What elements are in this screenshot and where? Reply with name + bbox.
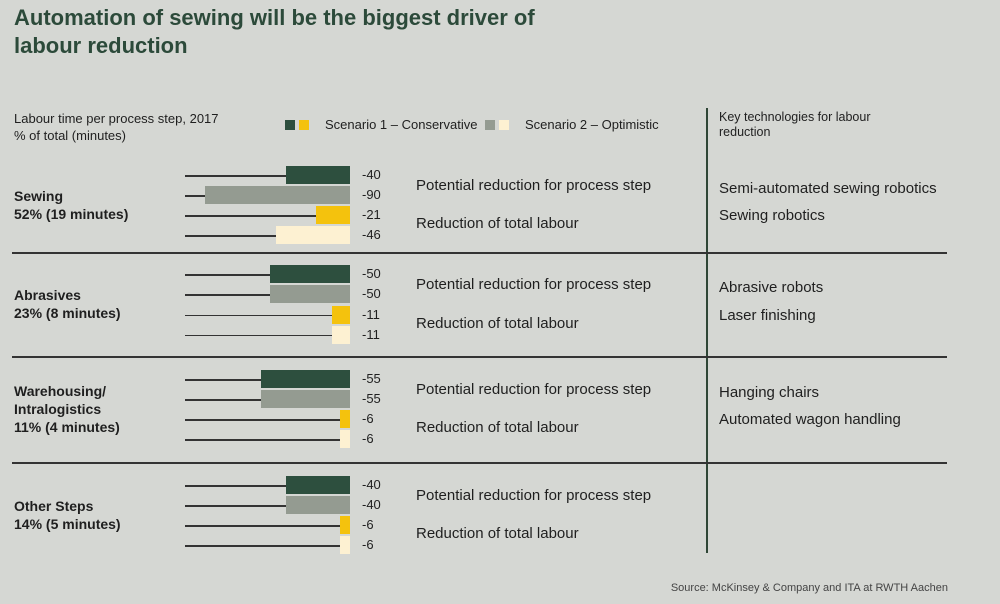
technology-item: Hanging chairs [719, 384, 820, 401]
category-share: 14% (5 minutes) [14, 516, 121, 532]
bar-baseline [185, 294, 270, 296]
category-label-1: Abrasives 23% (8 minutes) [14, 286, 121, 322]
value-label: -40 [362, 477, 381, 492]
bar-baseline [185, 235, 276, 237]
value-label: -6 [362, 537, 374, 552]
category-share: 52% (19 minutes) [14, 206, 129, 222]
value-label: -11 [362, 326, 380, 342]
vertical-divider [706, 108, 708, 553]
bar-2-1 [261, 390, 350, 408]
bar-1-2 [332, 305, 350, 324]
bar-baseline [185, 419, 341, 421]
value-label: -50 [362, 286, 381, 302]
legend-swatch [285, 119, 295, 130]
technology-item: Automated wagon handling [719, 411, 901, 428]
bar-baseline [185, 505, 286, 507]
bar-baseline [185, 525, 341, 527]
value-label: -55 [362, 371, 381, 386]
category-label-0: Sewing 52% (19 minutes) [14, 187, 128, 223]
bar-1-0 [269, 265, 350, 283]
bar-3-0 [285, 476, 350, 494]
legend-label: Scenario 2 – Optimistic [525, 117, 659, 132]
technology-item: Laser finishing [719, 306, 816, 324]
bar-1-1 [269, 285, 350, 304]
legend-scenario-1: Scenario 1 – Conservative [285, 117, 477, 132]
bar-0-1 [205, 186, 350, 204]
bar-3-3 [340, 536, 350, 554]
row-label-total: Reduction of total labour [416, 314, 579, 332]
bar-baseline [185, 314, 333, 317]
bar-0-0 [285, 166, 350, 184]
bar-baseline [185, 485, 286, 487]
legend-swatch [499, 119, 509, 130]
row-label-process: Potential reduction for process step [416, 177, 652, 194]
section-divider [12, 356, 947, 358]
row-label-process: Potential reduction for process step [416, 276, 652, 294]
category-name: Sewing [14, 188, 64, 204]
bar-2-0 [261, 370, 350, 388]
row-label-process: Potential reduction for process step [416, 487, 652, 504]
legend-scenario-2: Scenario 2 – Optimistic [485, 117, 659, 132]
legend-label: Scenario 1 – Conservative [325, 117, 478, 132]
value-label: -21 [362, 207, 381, 222]
category-label-2: Warehousing/Intralogistics 11% (4 minutes… [14, 382, 120, 436]
bar-0-3 [275, 226, 350, 244]
value-label: -6 [362, 411, 374, 426]
value-label: -46 [362, 227, 381, 242]
category-name: Abrasives [14, 287, 81, 304]
technology-item: Semi-automated sewing robotics [719, 180, 937, 197]
bar-baseline [185, 215, 317, 217]
bar-baseline [185, 399, 262, 401]
bar-0-2 [316, 206, 350, 224]
value-label: -11 [362, 306, 380, 322]
category-share: 23% (8 minutes) [14, 305, 121, 322]
bar-2-3 [340, 430, 350, 448]
bar-baseline [185, 274, 270, 276]
value-label: -6 [362, 431, 374, 446]
subtitle-line-1: Labour time per process step, 2017 [14, 111, 219, 126]
bar-baseline [185, 379, 262, 381]
bar-2-2 [340, 410, 350, 428]
category-name: Warehousing/ [14, 383, 107, 399]
value-label: -55 [362, 391, 381, 406]
value-label: -50 [362, 266, 381, 281]
technology-item: Sewing robotics [719, 207, 825, 224]
value-label: -90 [362, 187, 381, 202]
section-divider [12, 252, 947, 254]
key-technologies-heading: Key technologies for labour reduction [719, 110, 871, 139]
legend-swatch [485, 119, 495, 130]
category-label-3: Other Steps 14% (5 minutes) [14, 497, 121, 533]
bar-baseline [185, 439, 341, 441]
legend-swatch [299, 119, 309, 130]
section-divider [12, 462, 947, 464]
source-note: Source: McKinsey & Company and ITA at RW… [670, 582, 948, 594]
subtitle-line-2: % of total (minutes) [14, 128, 126, 143]
bar-baseline [185, 195, 206, 197]
value-label: -40 [362, 497, 381, 512]
value-label: -40 [362, 167, 381, 182]
bar-1-3 [332, 325, 350, 344]
category-name: Other Steps [14, 498, 94, 514]
row-label-total: Reduction of total labour [416, 525, 579, 542]
bar-baseline [185, 545, 341, 547]
bar-3-2 [340, 516, 350, 534]
category-name: Intralogistics [14, 401, 102, 417]
row-label-total: Reduction of total labour [416, 215, 579, 232]
row-label-process: Potential reduction for process step [416, 381, 652, 398]
bar-3-1 [285, 496, 350, 514]
bar-baseline [185, 334, 333, 337]
category-share: 11% (4 minutes) [14, 419, 120, 435]
technology-item: Abrasive robots [719, 279, 824, 297]
row-label-total: Reduction of total labour [416, 419, 579, 436]
value-label: -6 [362, 517, 374, 532]
chart-title: Automation of sewing will be the biggest… [14, 5, 535, 58]
chart-subtitle: Labour time per process step, 2017 % of … [14, 110, 219, 144]
bar-baseline [185, 175, 286, 177]
